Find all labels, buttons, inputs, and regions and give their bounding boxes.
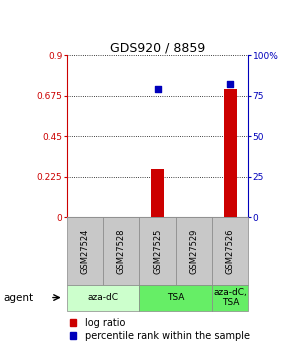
Text: GSM27525: GSM27525: [153, 228, 162, 274]
Text: GSM27526: GSM27526: [226, 228, 235, 274]
Title: GDS920 / 8859: GDS920 / 8859: [110, 41, 205, 54]
Text: percentile rank within the sample: percentile rank within the sample: [85, 331, 250, 341]
Text: TSA: TSA: [167, 293, 185, 302]
Point: [155, 87, 160, 92]
Text: aza-dC,
TSA: aza-dC, TSA: [213, 288, 247, 307]
Text: agent: agent: [3, 293, 33, 303]
Text: GSM27528: GSM27528: [117, 228, 126, 274]
Bar: [224, 89, 237, 217]
Text: log ratio: log ratio: [85, 318, 125, 327]
Point: [228, 82, 233, 87]
Text: GSM27524: GSM27524: [80, 228, 89, 274]
Bar: [151, 169, 164, 217]
Text: aza-dC: aza-dC: [88, 293, 118, 302]
Text: GSM27529: GSM27529: [189, 228, 198, 274]
